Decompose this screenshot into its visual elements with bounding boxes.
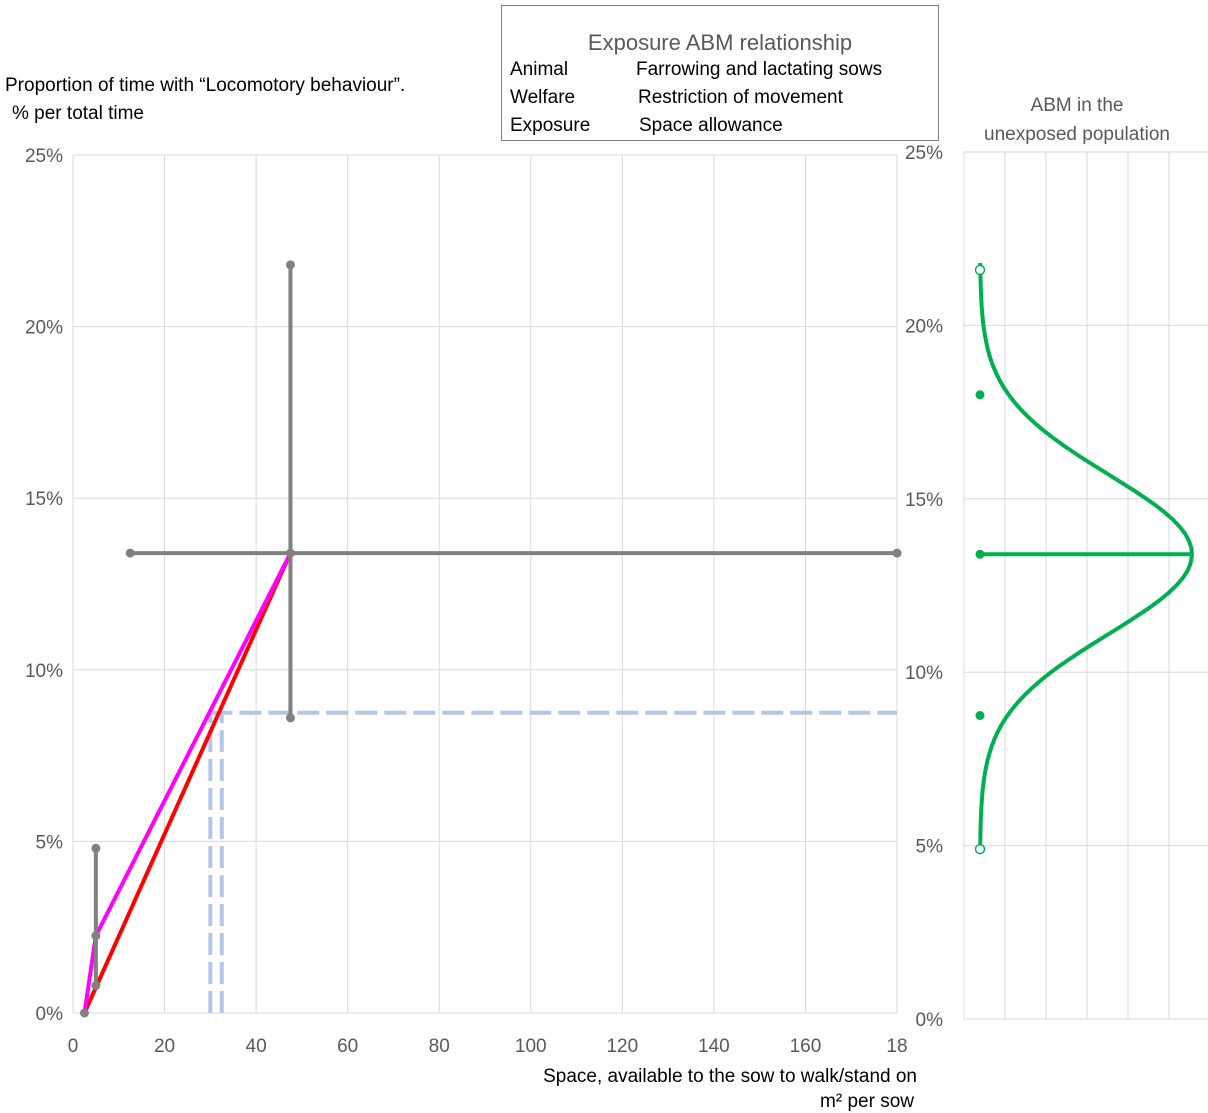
main-gridlines (72, 154, 898, 1014)
data-point (79, 1008, 89, 1018)
error-bars (93, 264, 897, 986)
right-y-tick-label: 10% (905, 663, 943, 684)
y-tick-label: 10% (25, 661, 63, 682)
y-axis-title-line1: Proportion of time with “Locomotory beha… (5, 75, 405, 96)
distribution-point (975, 711, 985, 721)
y-axis-title-line2: % per total time (12, 103, 144, 124)
y-tick-label: 25% (25, 146, 63, 167)
x-tick-label: 40 (246, 1036, 267, 1057)
distribution-point (975, 549, 985, 559)
data-point (125, 548, 135, 558)
x-tick-label: 0 (68, 1036, 79, 1057)
x-axis-title-line2: m² per sow (820, 1091, 914, 1112)
legend-value: Farrowing and lactating sows (636, 59, 883, 80)
y-tick-label: 5% (36, 832, 64, 853)
legend-value: Restriction of movement (638, 87, 843, 108)
data-points (79, 260, 902, 1018)
data-point (91, 981, 101, 991)
legend-key: Welfare (510, 87, 576, 108)
distribution-point (975, 390, 985, 400)
legend-key: Animal (510, 59, 569, 80)
right-panel-title-line2: unexposed population (984, 124, 1170, 145)
x-tick-label: 100 (515, 1036, 547, 1057)
distribution-plot (974, 262, 1194, 855)
right-y-tick-label: 0% (916, 1010, 944, 1031)
right-y-tick-label: 5% (916, 837, 944, 858)
legend-title: Exposure ABM relationship (587, 30, 853, 55)
data-point (91, 843, 101, 853)
x-tick-label: 80 (429, 1036, 450, 1057)
data-point (285, 548, 295, 558)
right-y-tick-label: 25% (905, 143, 943, 164)
data-point (285, 260, 295, 270)
x-axis-title-line1: Space, available to the sow to walk/stan… (543, 1066, 917, 1087)
right-y-tick-label: 15% (905, 490, 943, 511)
main-series-lines (82, 552, 293, 1014)
data-point (892, 548, 902, 558)
data-point (285, 713, 295, 723)
right-y-tick-label: 20% (905, 316, 943, 337)
y-tick-label: 15% (25, 489, 63, 510)
legend-key: Exposure (510, 115, 591, 136)
x-tick-label: 140 (698, 1036, 730, 1057)
axis-tick-labels: 0 20 40 60 80 100 120 140 160 18 0% 5% 10% 15% 20% 25% 0… (25, 143, 943, 1057)
y-tick-label: 0% (36, 1004, 64, 1025)
right-gridlines (963, 151, 1208, 1020)
dashed-reference-lines (208, 710, 897, 1013)
x-tick-label: 160 (790, 1036, 822, 1057)
x-tick-label: 60 (337, 1036, 358, 1057)
distribution-open-point (974, 264, 986, 276)
distribution-open-point (974, 843, 986, 855)
x-tick-label: 20 (154, 1036, 175, 1057)
data-point (91, 931, 101, 941)
legend-value: Space allowance (639, 115, 783, 136)
red-series-line (82, 552, 293, 1014)
legend-box: Exposure ABM relationship Animal Farrowi… (501, 5, 939, 141)
y-tick-label: 20% (25, 318, 63, 339)
x-tick-label: 120 (606, 1036, 638, 1057)
right-panel-title-line1: ABM in the (1031, 95, 1124, 116)
x-tick-label: 18 (886, 1036, 907, 1057)
